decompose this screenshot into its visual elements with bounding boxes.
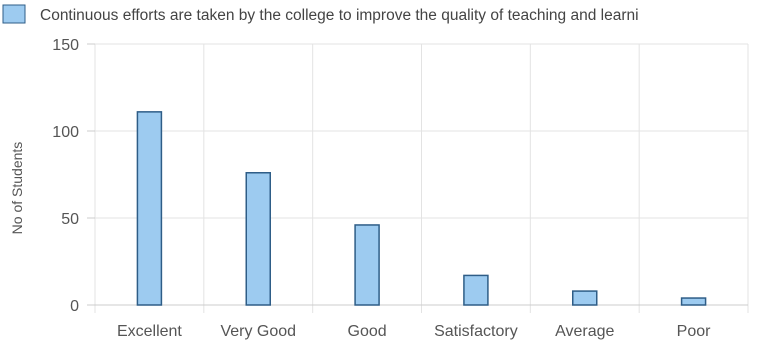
y-axis-ticks: 0 50 100 150 [52,37,95,315]
bar [680,297,707,306]
y-tick-label: 50 [61,211,79,228]
x-axis-ticks: Excellent Very Good Good Satisfactory Averag… [117,323,711,340]
bar [463,274,489,306]
legend-swatch [2,4,26,24]
bar [572,290,598,306]
y-tick-label: 0 [70,298,79,315]
bar [136,111,163,306]
x-tick-label: Good [348,323,387,340]
y-tick-label: 100 [52,124,79,141]
x-tick-label: Average [555,323,614,340]
grid-lines [94,43,749,313]
x-tick-label: Satisfactory [434,323,518,340]
bar [354,224,380,306]
bar [245,172,271,306]
y-tick-label: 150 [52,37,79,54]
y-axis-title: No of Students [9,142,25,235]
legend-label: Continuous efforts are taken by the coll… [40,7,639,24]
x-tick-label: Poor [677,323,711,340]
bars [136,111,707,306]
x-tick-label: Excellent [117,323,182,340]
legend[interactable]: Continuous efforts are taken by the coll… [2,4,639,24]
x-tick-label: Very Good [220,323,296,340]
